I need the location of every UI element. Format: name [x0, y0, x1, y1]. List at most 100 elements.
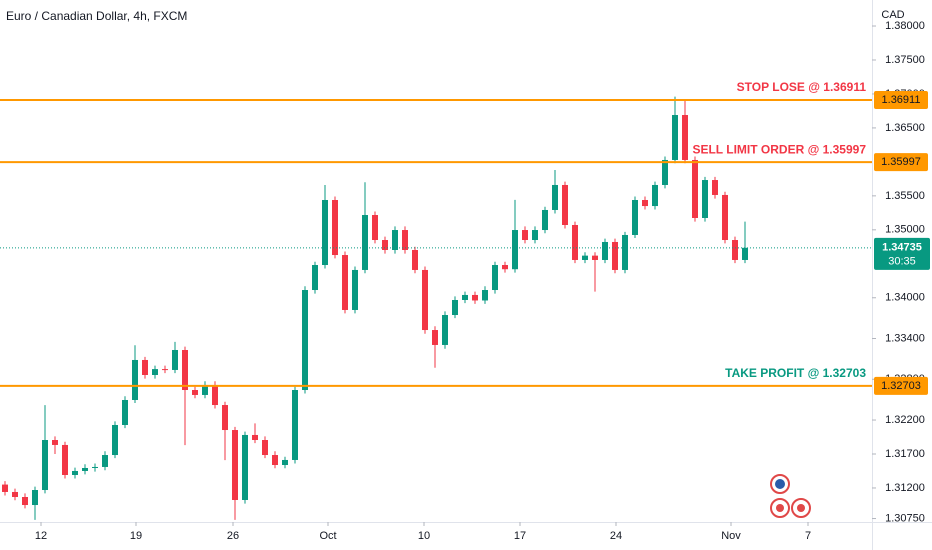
candle-body	[82, 467, 88, 471]
candle-body	[232, 430, 238, 500]
candle-body	[142, 359, 148, 375]
candle-body	[542, 209, 548, 231]
level-label: STOP LOSE @ 1.36911	[737, 80, 867, 94]
candle-body	[382, 240, 388, 250]
candle-body	[172, 349, 178, 370]
level-label: TAKE PROFIT @ 1.32703	[725, 366, 866, 380]
level-price-box	[874, 90, 928, 109]
candle-body	[122, 399, 128, 425]
candle-body	[622, 234, 628, 270]
candle-body	[112, 424, 118, 456]
candle-body	[522, 230, 528, 241]
candle-body	[332, 199, 338, 256]
candle-body	[312, 265, 318, 291]
candle-body	[402, 230, 408, 250]
candle-body	[692, 159, 698, 218]
x-tick-label: Nov	[721, 530, 741, 542]
x-tick-label: 12	[35, 530, 47, 542]
level-label: SELL LIMIT ORDER @ 1.35997	[692, 142, 866, 156]
level-price-label: 1.35997	[881, 156, 921, 168]
level-price-box	[874, 376, 928, 395]
candle-body	[72, 470, 78, 475]
y-tick-label: 1.31700	[885, 448, 925, 460]
level-price-label: 1.32703	[881, 380, 921, 392]
y-tick-label: 1.30750	[885, 512, 925, 524]
candle-body	[482, 290, 488, 301]
candle-body	[742, 247, 748, 260]
chart-title: Euro / Canadian Dollar, 4h, FXCM	[6, 9, 187, 23]
candle-body	[662, 159, 668, 185]
candle-body	[502, 265, 508, 270]
candle-body	[732, 240, 738, 260]
y-tick-label: 1.37500	[885, 54, 925, 66]
candle-body	[212, 384, 218, 406]
candle-body	[452, 299, 458, 316]
candle-body	[42, 440, 48, 491]
candle-body	[472, 294, 478, 301]
candle-body	[422, 269, 428, 331]
candle-body	[132, 359, 138, 400]
x-tick-label: 7	[805, 530, 811, 542]
candle-body	[192, 390, 198, 395]
candle-body	[582, 255, 588, 260]
candle-body	[1, 484, 8, 492]
candle-body	[712, 180, 718, 195]
y-tick-label: 1.36500	[885, 122, 925, 134]
candle-body	[292, 390, 298, 460]
candle-body	[222, 405, 228, 431]
y-tick-label: 1.32200	[885, 414, 925, 426]
level-price-label: 1.36911	[882, 94, 921, 106]
candle-body	[572, 224, 578, 260]
x-tick-label: 26	[227, 530, 239, 542]
candle-body	[652, 184, 658, 207]
candle-body	[592, 255, 598, 260]
candle-body	[682, 115, 688, 160]
candle-body	[442, 315, 448, 345]
candle-body	[322, 199, 328, 266]
candle-body	[462, 294, 468, 300]
x-tick-label: 17	[514, 530, 526, 542]
candle-body	[362, 215, 368, 270]
candle-body	[512, 230, 518, 270]
x-tick-label: 24	[610, 530, 622, 542]
y-tick-label: 1.35500	[885, 190, 925, 202]
candle-body	[532, 230, 538, 241]
x-tick-label: 10	[418, 530, 430, 542]
event-icon-center	[775, 479, 785, 489]
y-tick-label: 1.34000	[885, 292, 925, 304]
candle-body	[722, 194, 728, 241]
last-price-box	[874, 237, 930, 270]
candle-body	[52, 440, 58, 445]
candle-body	[62, 444, 68, 475]
last-price-label: 1.34735	[882, 242, 922, 254]
event-icon-center	[797, 504, 805, 512]
candle-body	[392, 230, 398, 250]
candle-body	[412, 249, 418, 270]
candle-body	[202, 384, 208, 395]
y-tick-label: 1.38000	[885, 20, 925, 32]
candle-body	[162, 369, 168, 371]
candle-body	[492, 265, 498, 291]
y-tick-label: 1.33400	[885, 332, 925, 344]
candle-body	[352, 269, 358, 310]
x-tick-label: Oct	[319, 530, 336, 542]
candle-body	[262, 440, 268, 456]
candle-body	[102, 455, 108, 467]
candle-body	[562, 184, 568, 225]
y-tick-label: 1.31200	[885, 482, 925, 494]
candle-body	[602, 241, 608, 260]
y-tick-label: 1.35000	[885, 224, 925, 236]
candle-body	[32, 490, 38, 506]
candle-body	[432, 330, 438, 345]
candle-body	[182, 349, 188, 391]
candle-body	[552, 184, 558, 210]
event-icon-center	[776, 504, 784, 512]
candle-body	[612, 241, 618, 270]
event-icons[interactable]	[770, 474, 811, 518]
candle-body	[272, 455, 278, 466]
candle-body	[642, 199, 648, 207]
candle-body	[242, 434, 248, 500]
candle-body	[672, 115, 678, 160]
